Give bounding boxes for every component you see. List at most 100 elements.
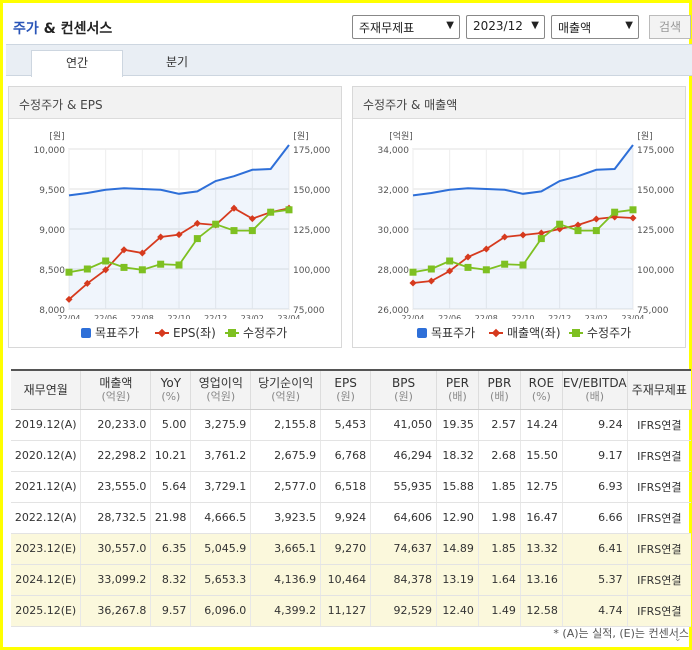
table-row: 2024.12(E) 33,099.2 8.32 5,653.3 4,136.9 10,4… — [11, 564, 691, 596]
table-cell: 4,136.9 — [250, 564, 322, 596]
table-row: 2023.12(E) 30,557.0 6.35 5,045.9 3,665.1 9,27… — [11, 533, 691, 565]
column-header: PBR (배) — [478, 369, 521, 410]
table-cell: 14.89 — [436, 533, 479, 565]
right-tick-label: 100,000 — [293, 266, 330, 276]
table-cell: 10,464 — [320, 564, 372, 596]
series-line-target-price — [68, 144, 290, 197]
table-cell: 2.68 — [478, 440, 521, 472]
column-header: 주재무제표 — [627, 369, 691, 410]
right-tick-label: 125,000 — [293, 226, 330, 236]
data-point-adj-price — [267, 208, 275, 216]
table-cell: 12.75 — [520, 471, 563, 503]
table-cell: 13.19 — [436, 564, 479, 596]
column-header: BPS (원) — [370, 369, 437, 410]
line-diamond-icon — [155, 328, 169, 338]
data-point-adj-price — [65, 268, 73, 276]
square-icon — [81, 328, 91, 338]
period-select[interactable]: 2023/12 ▼ — [466, 15, 545, 39]
table-cell: 74,637 — [370, 533, 437, 565]
x-tick-label: 22/12 — [204, 314, 227, 319]
column-header: 재무연월 — [11, 369, 82, 410]
right-tick-label: 175,000 — [293, 146, 330, 156]
table-row: 2021.12(A) 23,555.0 5.64 3,729.1 2,577.0 6,51… — [11, 471, 691, 503]
line-square-icon — [569, 329, 583, 337]
resize-icon[interactable]: ⌄ — [674, 634, 682, 644]
table-cell: 36,267.8 — [80, 595, 152, 627]
data-point-adj-price — [120, 263, 128, 271]
table-cell: 18.32 — [436, 440, 479, 472]
data-point-adj-price — [501, 260, 509, 268]
column-header: ROE (%) — [520, 369, 563, 410]
column-header-unit: (억원) — [101, 389, 131, 403]
table-cell: 84,378 — [370, 564, 437, 596]
right-tick-label: 75,000 — [637, 306, 669, 316]
data-point-left — [482, 245, 490, 253]
data-point-adj-price — [193, 235, 201, 243]
legend-adj-price: 수정주가 — [569, 324, 631, 341]
x-tick-label: 22/08 — [131, 314, 154, 319]
chevron-down-icon: ▼ — [531, 20, 539, 31]
data-point-left — [175, 231, 183, 239]
top-bar: 주가 & 컨센서스 주재무제표 ▼ 2023/12 ▼ 매출액 ▼ 검색 — [6, 6, 692, 44]
x-tick-label: 22/04 — [401, 314, 424, 319]
column-header-unit: (%) — [161, 389, 181, 403]
table-row: 2025.12(E) 36,267.8 9.57 6,096.0 4,399.2 11,1… — [11, 595, 691, 627]
search-button[interactable]: 검색 — [649, 15, 691, 39]
data-point-adj-price — [212, 220, 220, 228]
table-cell: 16.47 — [520, 502, 563, 534]
left-tick-label: 8,000 — [39, 306, 65, 316]
table-cell: 9.57 — [150, 595, 192, 627]
table-cell: IFRS연결 — [627, 440, 691, 472]
column-header: 영업이익 (억원) — [190, 369, 252, 410]
table-cell: 4.74 — [562, 595, 628, 627]
square-icon — [417, 328, 427, 338]
data-point-left — [193, 219, 201, 227]
tab-annual[interactable]: 연간 — [31, 50, 123, 77]
table-cell: 4,399.2 — [250, 595, 322, 627]
period-tabs: 연간 분기 — [6, 44, 692, 77]
left-tick-label: 8,500 — [39, 266, 65, 276]
table-cell: 3,761.2 — [190, 440, 252, 472]
table-cell: 5,045.9 — [190, 533, 252, 565]
table-cell: 13.16 — [520, 564, 563, 596]
data-point-left — [65, 295, 73, 303]
table-cell: IFRS연결 — [627, 502, 691, 534]
table-cell: 13.32 — [520, 533, 563, 565]
table-header-row: 재무연월 매출액 (억원) YoY (%) 영업이익 (억원) 당기순이익 (억원) EPS (원)… — [11, 369, 691, 410]
x-tick-label: 22/10 — [511, 314, 534, 319]
data-point-adj-price — [138, 266, 146, 274]
table-cell: 1.85 — [478, 471, 521, 503]
table-row: 2022.12(A) 28,732.5 21.98 4,666.5 3,923.5 9,9… — [11, 502, 691, 534]
right-tick-label: 175,000 — [637, 146, 674, 156]
title-rest: & 컨센서스 — [43, 21, 113, 37]
left-tick-label: 28,000 — [378, 266, 410, 276]
table-cell: 19.35 — [436, 409, 479, 441]
table-cell: 2022.12(A) — [11, 502, 82, 534]
table-cell: 6.93 — [562, 471, 628, 503]
chevron-down-icon: ▼ — [625, 20, 633, 31]
table-cell: 41,050 — [370, 409, 437, 441]
statement-select[interactable]: 주재무제표 ▼ — [352, 15, 460, 39]
financial-table: 재무연월 매출액 (억원) YoY (%) 영업이익 (억원) 당기순이익 (억원) EPS (원)… — [11, 369, 691, 627]
data-point-left — [537, 229, 545, 237]
metric-select[interactable]: 매출액 ▼ — [551, 15, 639, 39]
data-point-adj-price — [592, 227, 600, 235]
table-cell: 55,935 — [370, 471, 437, 503]
column-header: 당기순이익 (억원) — [250, 369, 322, 410]
table-cell: 12.58 — [520, 595, 563, 627]
data-point-left — [138, 249, 146, 257]
tab-quarterly[interactable]: 분기 — [165, 55, 189, 69]
column-header: EPS (원) — [320, 369, 372, 410]
table-cell: 20,233.0 — [80, 409, 152, 441]
column-header-unit: (배) — [585, 389, 605, 403]
legend-eps: EPS(좌) — [155, 324, 216, 341]
data-point-left — [427, 277, 435, 285]
line-diamond-icon — [489, 328, 503, 338]
table-cell: 1.49 — [478, 595, 521, 627]
column-header-label: 영업이익 — [198, 375, 243, 390]
x-tick-label: 23/02 — [241, 314, 264, 319]
data-point-adj-price — [446, 257, 454, 265]
legend-adj-price: 수정주가 — [225, 324, 287, 341]
legend-label: 매출액(좌) — [507, 326, 561, 340]
